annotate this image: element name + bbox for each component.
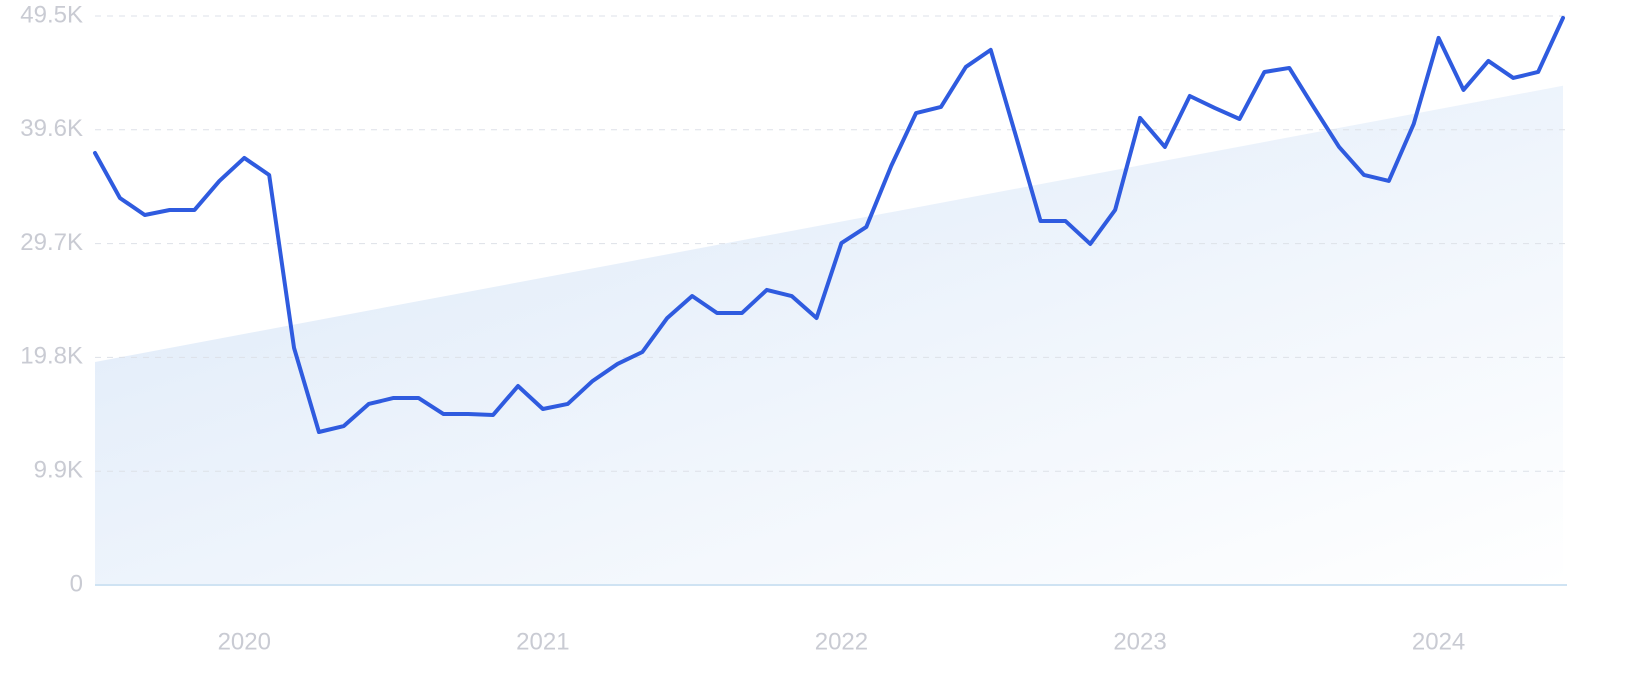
- x-tick-label: 2022: [815, 628, 868, 655]
- y-tick-label: 39.6K: [20, 115, 83, 142]
- y-tick-label: 19.8K: [20, 343, 83, 370]
- y-tick-label: 0: [70, 570, 83, 597]
- x-tick-label: 2021: [516, 628, 569, 655]
- x-tick-label: 2024: [1412, 628, 1465, 655]
- line: [93, 15, 1565, 435]
- y-tick-label: 49.5K: [20, 1, 83, 28]
- x-tick-label: 2023: [1113, 628, 1166, 655]
- x-tick-label: 2020: [218, 628, 271, 655]
- y-tick-label: 9.9K: [34, 457, 83, 484]
- y-tick-label: 29.7K: [20, 229, 83, 256]
- trend-area: [95, 85, 1563, 585]
